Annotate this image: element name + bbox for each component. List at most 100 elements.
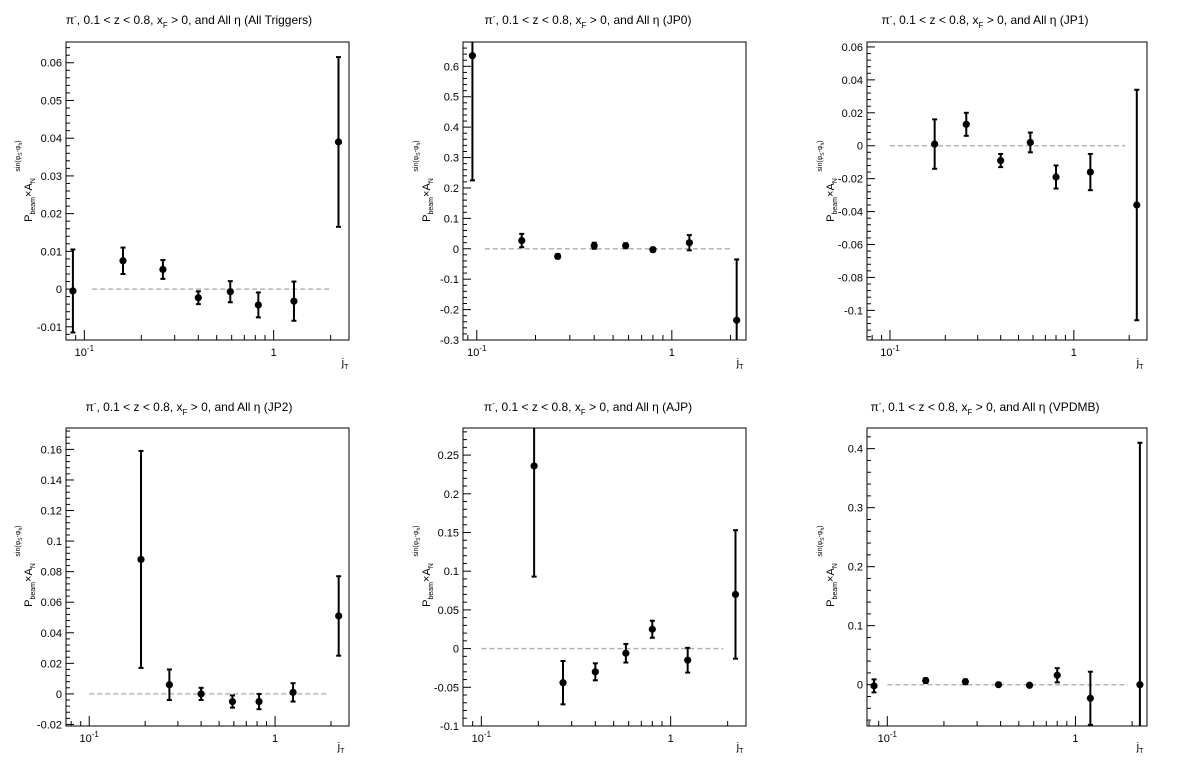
svg-text:sin(φS-φh): sin(φS-φh)	[15, 525, 24, 556]
svg-text:Pbeam×AN: Pbeam×AN	[23, 563, 37, 607]
y-tick-label: -0.1	[844, 305, 863, 317]
y-tick-label: 0.04	[842, 75, 863, 87]
y-tick-label: 0.15	[438, 527, 459, 539]
plot-axes: -0.01 0 0.01 0.02 0.03 0.04 0.05 0.06 10-1 1	[37, 41, 350, 359]
y-tick-label: 0.14	[41, 475, 62, 487]
y-tick-label: 0.04	[41, 133, 62, 145]
data-point	[197, 690, 205, 698]
data-markers	[137, 449, 343, 711]
panel-ajp: π-, 0.1 < z < 0.8, xF > 0, and All η (AJ…	[413, 399, 747, 755]
y-tick-label: 0.4	[444, 122, 459, 134]
x-tick-label: 1	[271, 347, 277, 359]
y-tick-label: -0.02	[838, 174, 863, 186]
data-point	[684, 656, 692, 664]
svg-text:sin(φS-φh): sin(φS-φh)	[817, 525, 826, 556]
y-tick-label: 0.05	[41, 95, 62, 107]
y-tick-label: 0.02	[842, 108, 863, 120]
data-point	[165, 681, 173, 689]
x-tick-label: 10-1	[880, 344, 900, 359]
x-axis-label: jT	[736, 357, 744, 371]
data-point	[530, 462, 538, 470]
y-tick-label: 0.5	[444, 92, 459, 104]
y-tick-label: 0.02	[41, 209, 62, 221]
data-point	[922, 676, 930, 685]
y-tick-label: 0.1	[444, 213, 459, 225]
data-point	[559, 679, 567, 687]
plot-frame	[866, 41, 1148, 341]
data-point	[290, 297, 298, 305]
y-tick-label: 0.16	[41, 444, 62, 456]
data-point	[1025, 681, 1034, 689]
x-axis-label: jT	[1136, 357, 1144, 371]
x-tick-label: 1	[669, 347, 675, 359]
data-markers	[530, 428, 740, 706]
data-point	[119, 257, 127, 265]
plot-axes: 0 0.1 0.2 0.3 0.4 10-1 1	[848, 427, 1148, 745]
svg-text:Pbeam×AN: Pbeam×AN	[23, 178, 37, 222]
data-markers	[468, 42, 741, 340]
data-point	[1086, 694, 1094, 702]
plot-frame	[462, 41, 747, 341]
data-point	[931, 140, 939, 148]
data-point	[731, 590, 740, 599]
svg-text:Pbeam×AN: Pbeam×AN	[421, 563, 435, 607]
svg-text:sin(φS-φh): sin(φS-φh)	[413, 525, 422, 556]
svg-text:Pbeam×AN: Pbeam×AN	[825, 178, 839, 222]
data-point	[1086, 168, 1094, 176]
svg-text:sin(φS-φh): sin(φS-φh)	[817, 140, 826, 171]
y-axis-label: Pbeam×AN sin(φS-φh)	[15, 525, 37, 606]
x-tick-label: 10-1	[472, 730, 492, 745]
data-point	[554, 252, 562, 260]
data-point	[255, 697, 263, 706]
panel-title: π-, 0.1 < z < 0.8, xF > 0, and All η (JP…	[882, 12, 1089, 30]
data-point	[1026, 138, 1034, 147]
panel-all-triggers: π-, 0.1 < z < 0.8, xF > 0, and All η (Al…	[15, 12, 350, 371]
y-tick-label: -0.1	[440, 274, 459, 286]
x-tick-label: 10-1	[75, 344, 95, 359]
x-tick-label: 1	[1071, 347, 1077, 359]
y-tick-label: 0.25	[438, 450, 459, 462]
plot-frame	[65, 41, 350, 341]
y-tick-label: -0.08	[838, 272, 863, 284]
y-tick-label: -0.04	[838, 207, 863, 219]
y-tick-label: 0.05	[438, 605, 459, 617]
y-tick-label: 0.04	[41, 628, 62, 640]
panel-title: π-, 0.1 < z < 0.8, xF > 0, and All η (VP…	[871, 399, 1100, 417]
data-markers	[931, 88, 1141, 322]
x-axis-label: jT	[341, 357, 349, 371]
y-tick-label: 0	[453, 244, 459, 256]
data-point	[226, 288, 234, 296]
plot-axes: -0.1 -0.08 -0.06 -0.04 -0.02 0 0.02 0.04 0.06 10-…	[838, 41, 1148, 359]
x-tick-label: 10-1	[467, 344, 487, 359]
data-point	[1053, 671, 1061, 679]
x-axis-label: jT	[337, 741, 345, 755]
data-point	[335, 612, 343, 620]
data-point	[648, 625, 656, 633]
y-tick-label: 0.02	[41, 658, 62, 670]
svg-text:sin(φS-φh): sin(φS-φh)	[413, 140, 422, 171]
data-point	[1133, 201, 1141, 209]
svg-text:sin(φS-φh): sin(φS-φh)	[15, 140, 24, 171]
data-point	[1052, 173, 1060, 181]
y-tick-label: -0.05	[434, 682, 459, 694]
y-tick-label: 0	[857, 680, 863, 692]
x-tick-label: 1	[272, 733, 278, 745]
y-tick-label: -0.06	[838, 240, 863, 252]
panel-title: π-, 0.1 < z < 0.8, xF > 0, and All η (AJ…	[484, 399, 692, 417]
y-tick-label: 0.08	[41, 567, 62, 579]
y-tick-label: 0.06	[41, 597, 62, 609]
panel-vpdmb: π-, 0.1 < z < 0.8, xF > 0, and All η (VP…	[817, 399, 1148, 755]
y-tick-label: -0.02	[37, 719, 62, 731]
plot-axes: -0.02 0 0.02 0.04 0.06 0.08 0.1 0.12 0.14 0.16 10-…	[37, 427, 350, 745]
data-point	[870, 682, 878, 690]
y-tick-label: 0	[56, 689, 62, 701]
data-point	[590, 242, 598, 250]
y-tick-label: 0.1	[47, 536, 62, 548]
plot-axes: -0.1 -0.05 0 0.05 0.1 0.15 0.2 0.25 10-1 1	[434, 427, 747, 745]
data-point	[622, 242, 630, 250]
data-markers	[870, 441, 1144, 726]
data-point	[518, 236, 526, 245]
data-point	[685, 239, 693, 247]
y-axis-label: Pbeam×AN sin(φS-φh)	[15, 140, 37, 221]
